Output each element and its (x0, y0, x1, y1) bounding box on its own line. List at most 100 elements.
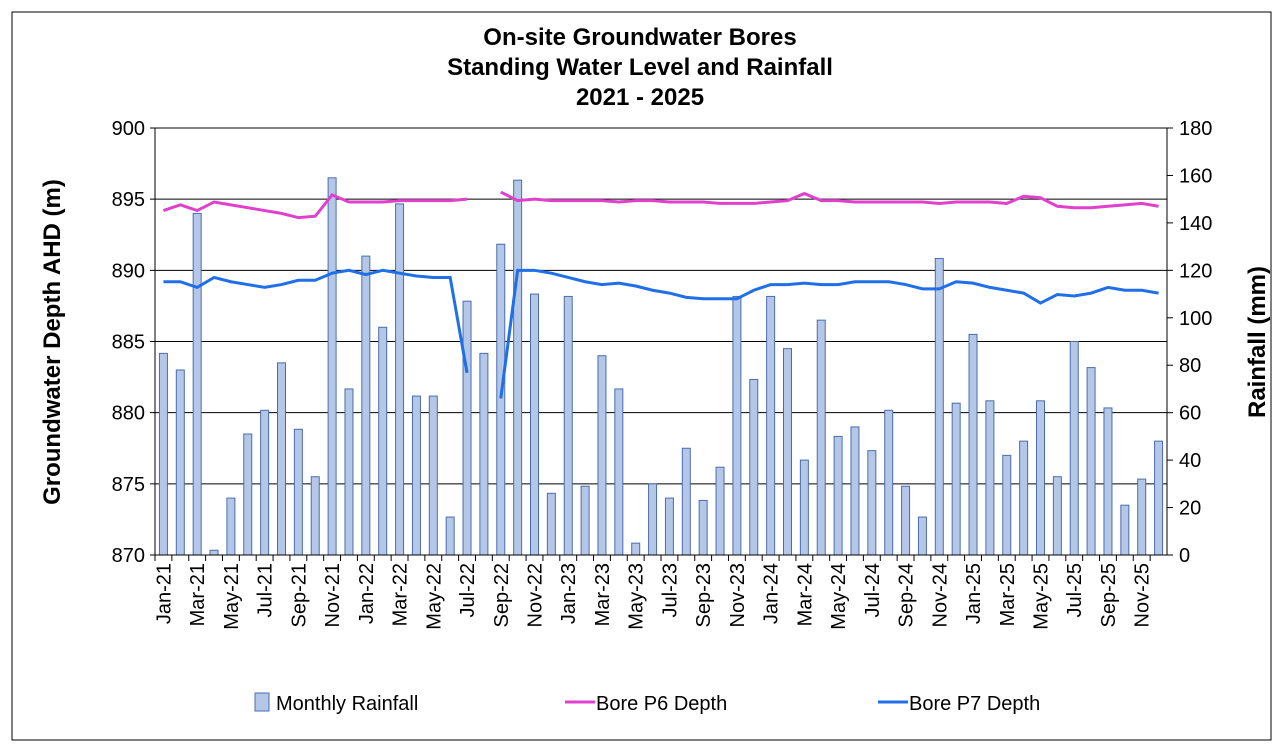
bar (327, 177, 337, 556)
bar (513, 179, 523, 556)
x-tick-label: Mar-24 (794, 563, 816, 626)
bar (968, 333, 978, 556)
x-tick-label: Jan-25 (963, 563, 985, 624)
x-tick-label: Mar-23 (592, 563, 614, 626)
bar (1036, 400, 1045, 556)
y2-tick-label: 60 (1179, 403, 1201, 425)
legend-label: Monthly Rainfall (276, 693, 418, 715)
x-tick-label: May-25 (1031, 563, 1053, 630)
bar (563, 295, 573, 556)
line (163, 268, 469, 374)
bar (1137, 478, 1147, 556)
bar (158, 352, 168, 556)
y2-tick-label: 20 (1179, 498, 1201, 520)
line (162, 193, 468, 220)
y-tick-label: 900 (112, 118, 145, 140)
bar (664, 497, 674, 556)
x-tick-label: Jul-23 (659, 563, 681, 617)
bar (462, 300, 472, 556)
bar (293, 428, 303, 556)
bar (833, 435, 843, 556)
x-tick-label: May-23 (626, 563, 648, 630)
x-tick-label: May-24 (828, 563, 850, 630)
x-tick-label: May-22 (423, 563, 445, 630)
x-tick-label: Jan-24 (761, 563, 783, 624)
bar (850, 426, 860, 556)
bar (580, 485, 590, 556)
y2-tick-label: 80 (1179, 355, 1201, 377)
bar (867, 450, 877, 556)
bar (631, 542, 641, 556)
bar (698, 499, 708, 556)
y-tick-label: 875 (112, 474, 145, 496)
bar (985, 400, 995, 556)
bar (1086, 367, 1096, 556)
chart-border (11, 11, 1272, 741)
bar (260, 409, 270, 556)
y-tick-label: 880 (112, 403, 145, 425)
y-axis-label: Groundwater Depth AHD (m) (39, 179, 66, 505)
bar (209, 549, 219, 556)
bar (597, 355, 607, 556)
x-tick-label: Mar-21 (187, 563, 209, 626)
bar (344, 388, 354, 556)
bar (715, 466, 725, 556)
bar (530, 293, 539, 556)
x-tick-label: Jan-21 (153, 563, 175, 624)
x-tick-label: Jan-23 (558, 563, 580, 624)
legend-swatch (254, 692, 270, 712)
bar (884, 409, 894, 556)
bar (648, 483, 658, 556)
bar (1154, 440, 1164, 556)
x-tick-label: Mar-22 (390, 563, 412, 626)
chart-subtitle: 2021 - 2025 (576, 84, 704, 111)
y-tick-label: 885 (112, 332, 145, 354)
y2-tick-label: 140 (1179, 213, 1212, 235)
bar (428, 395, 438, 556)
bar (934, 257, 944, 556)
x-tick-label: Sep-23 (693, 563, 715, 628)
chart-subtitle: Standing Water Level and Rainfall (447, 54, 833, 81)
x-tick-label: Sep-22 (491, 563, 513, 628)
bar (243, 433, 253, 556)
bar (175, 369, 185, 556)
bar (1002, 454, 1012, 556)
x-tick-label: Mar-25 (997, 563, 1019, 626)
x-tick-label: Nov-25 (1132, 563, 1154, 627)
y2-axis-label: Rainfall (mm) (1244, 266, 1271, 418)
bar (310, 476, 320, 556)
bar (1019, 440, 1029, 556)
bar (411, 395, 421, 556)
y2-tick-label: 100 (1179, 308, 1212, 330)
x-tick-label: Jul-25 (1064, 563, 1086, 617)
bar (395, 203, 405, 556)
x-tick-label: Jul-21 (255, 563, 277, 617)
x-tick-label: Jul-22 (457, 563, 479, 617)
bar (546, 492, 556, 556)
x-tick-label: Nov-22 (525, 563, 547, 627)
bar (277, 362, 286, 556)
bar (614, 388, 624, 556)
x-tick-label: Nov-23 (727, 563, 749, 627)
y2-tick-label: 180 (1179, 118, 1212, 140)
bar (361, 255, 371, 556)
bar (1069, 341, 1079, 556)
x-tick-label: Jul-24 (862, 563, 884, 617)
x-tick-label: Sep-24 (896, 563, 918, 628)
y2-tick-label: 120 (1179, 260, 1212, 282)
x-tick-label: Sep-21 (288, 563, 310, 628)
bar (1120, 504, 1130, 556)
line (499, 268, 1159, 399)
x-tick-label: May-21 (221, 563, 243, 630)
y2-tick-label: 0 (1179, 545, 1190, 567)
bar (479, 352, 489, 556)
bar (496, 243, 506, 556)
y2-tick-label: 160 (1179, 165, 1212, 187)
y-tick-label: 895 (112, 189, 145, 211)
x-tick-label: Jan-22 (356, 563, 378, 624)
x-tick-label: Sep-25 (1098, 563, 1120, 628)
x-tick-label: Nov-24 (929, 563, 951, 627)
bar (681, 447, 691, 556)
bar (816, 319, 826, 556)
bar (901, 485, 911, 556)
